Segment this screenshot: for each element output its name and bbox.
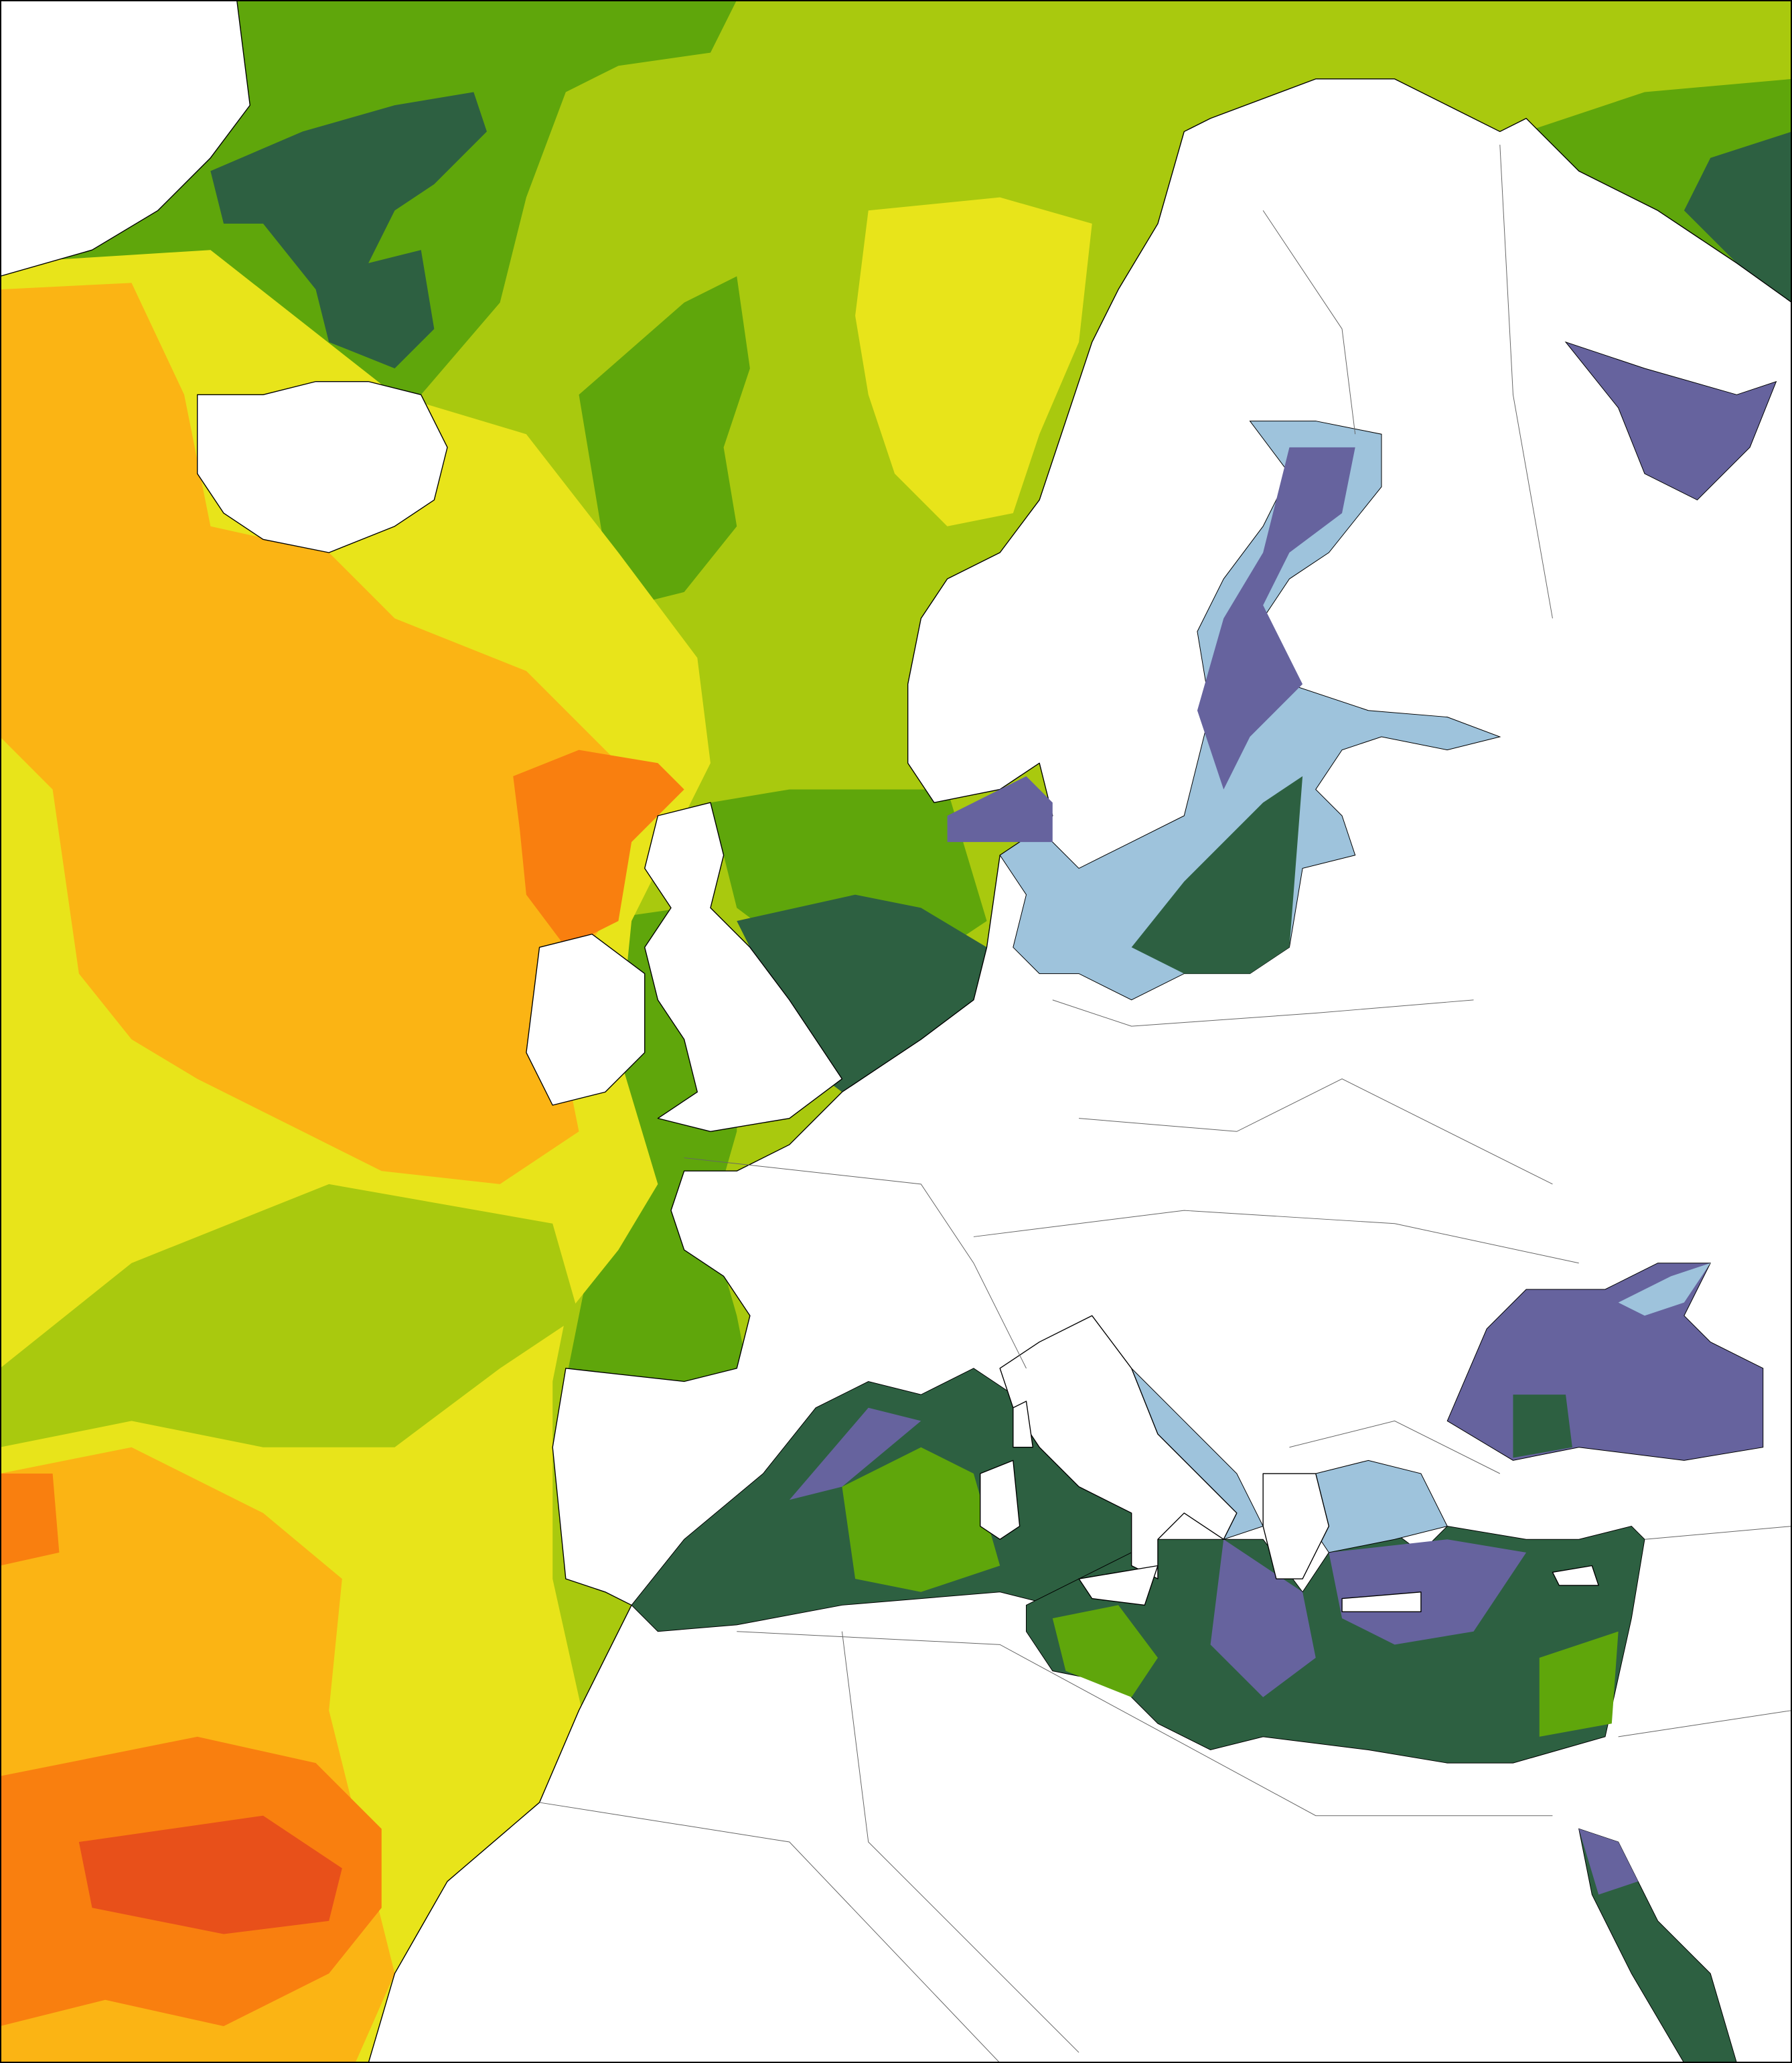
sea-green <box>579 276 750 606</box>
greece <box>1262 1473 1330 1579</box>
sardinia <box>980 1460 1021 1540</box>
sea-yellow <box>855 197 1092 526</box>
sea-dark-green <box>1513 1395 1572 1458</box>
italy <box>999 1315 1238 1579</box>
greenland <box>0 0 250 277</box>
sea-amber <box>0 283 645 1184</box>
sea-green <box>1052 1605 1158 1697</box>
sea-dark-green <box>210 92 487 368</box>
sea-purple <box>1210 1539 1316 1697</box>
sea-orange <box>513 750 684 948</box>
sea-dark-orange <box>78 1815 342 1934</box>
great-britain <box>644 802 843 1132</box>
sea-purple <box>1329 1539 1527 1645</box>
sea-purple <box>789 1407 921 1500</box>
sea-green <box>1539 1631 1619 1737</box>
sea-purple <box>1197 447 1355 790</box>
sicily <box>1078 1565 1159 1606</box>
sea-green <box>842 1447 1000 1592</box>
sea-orange <box>0 1474 60 1566</box>
iceland <box>197 380 448 553</box>
sea-of-azov <box>1618 1263 1711 1316</box>
sea-yellow-green <box>0 1184 579 1447</box>
crete <box>1341 1591 1422 1612</box>
sea-purple <box>947 776 1053 843</box>
sea-dark-green <box>1684 131 1792 303</box>
sea-dark-green <box>1131 776 1303 974</box>
corsica <box>1013 1401 1034 1448</box>
white-sea <box>1564 341 1777 501</box>
cyprus <box>1552 1565 1599 1586</box>
country-borders <box>539 145 1792 2063</box>
ireland <box>526 933 646 1106</box>
